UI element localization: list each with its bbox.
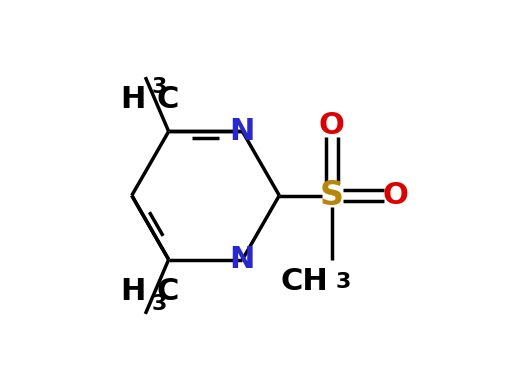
Text: N: N xyxy=(230,245,255,274)
Text: O: O xyxy=(383,181,409,210)
Text: C: C xyxy=(157,85,179,114)
Text: H: H xyxy=(120,85,145,114)
Text: H: H xyxy=(120,277,145,306)
Text: 3: 3 xyxy=(336,272,351,292)
Text: S: S xyxy=(319,179,344,212)
Text: CH: CH xyxy=(280,267,328,296)
Text: N: N xyxy=(230,117,255,146)
Text: O: O xyxy=(319,111,345,140)
Text: 3: 3 xyxy=(151,77,166,97)
Text: C: C xyxy=(157,277,179,306)
Text: 3: 3 xyxy=(151,294,166,314)
